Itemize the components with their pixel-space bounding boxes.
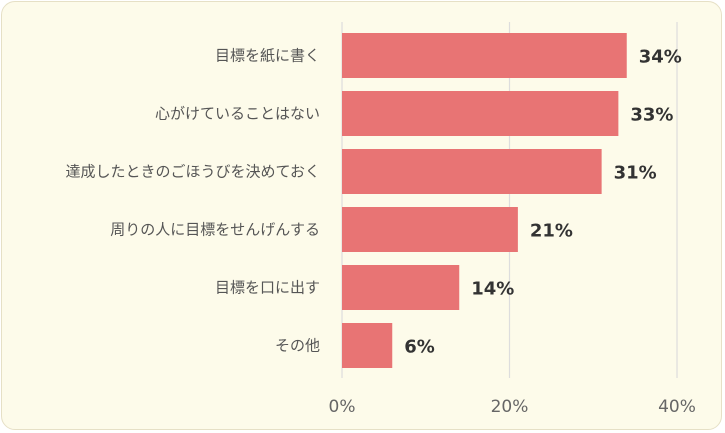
category-label: 目標を口に出す	[215, 279, 320, 297]
bar-0	[342, 33, 627, 78]
grid-lines	[341, 22, 678, 378]
bar-3	[342, 207, 518, 252]
bar-1	[342, 91, 619, 136]
category-label: 周りの人に目標をせんげんする	[110, 221, 320, 239]
bars	[342, 33, 627, 368]
value-label: 33%	[630, 105, 673, 126]
labels: 目標を紙に書く 34% 心がけていることはない 33% 達成したときのごほうびを決めてお…	[65, 47, 681, 358]
x-tick-label: 0%	[329, 397, 356, 417]
x-axis-ticks: 0% 20% 40%	[329, 397, 696, 417]
category-label: その他	[275, 337, 320, 355]
value-label: 34%	[639, 47, 682, 68]
category-label: 達成したときのごほうびを決めておく	[65, 163, 320, 181]
value-label: 14%	[471, 279, 514, 300]
bar-5	[342, 323, 393, 368]
value-label: 21%	[530, 221, 573, 242]
category-label: 目標を紙に書く	[215, 47, 320, 65]
category-label: 心がけていることはない	[155, 105, 320, 123]
value-label: 31%	[614, 163, 657, 184]
bar-2	[342, 149, 602, 194]
x-tick-label: 40%	[658, 397, 696, 417]
x-tick-label: 20%	[491, 397, 529, 417]
value-label: 6%	[404, 337, 435, 358]
bar-4	[342, 265, 460, 310]
